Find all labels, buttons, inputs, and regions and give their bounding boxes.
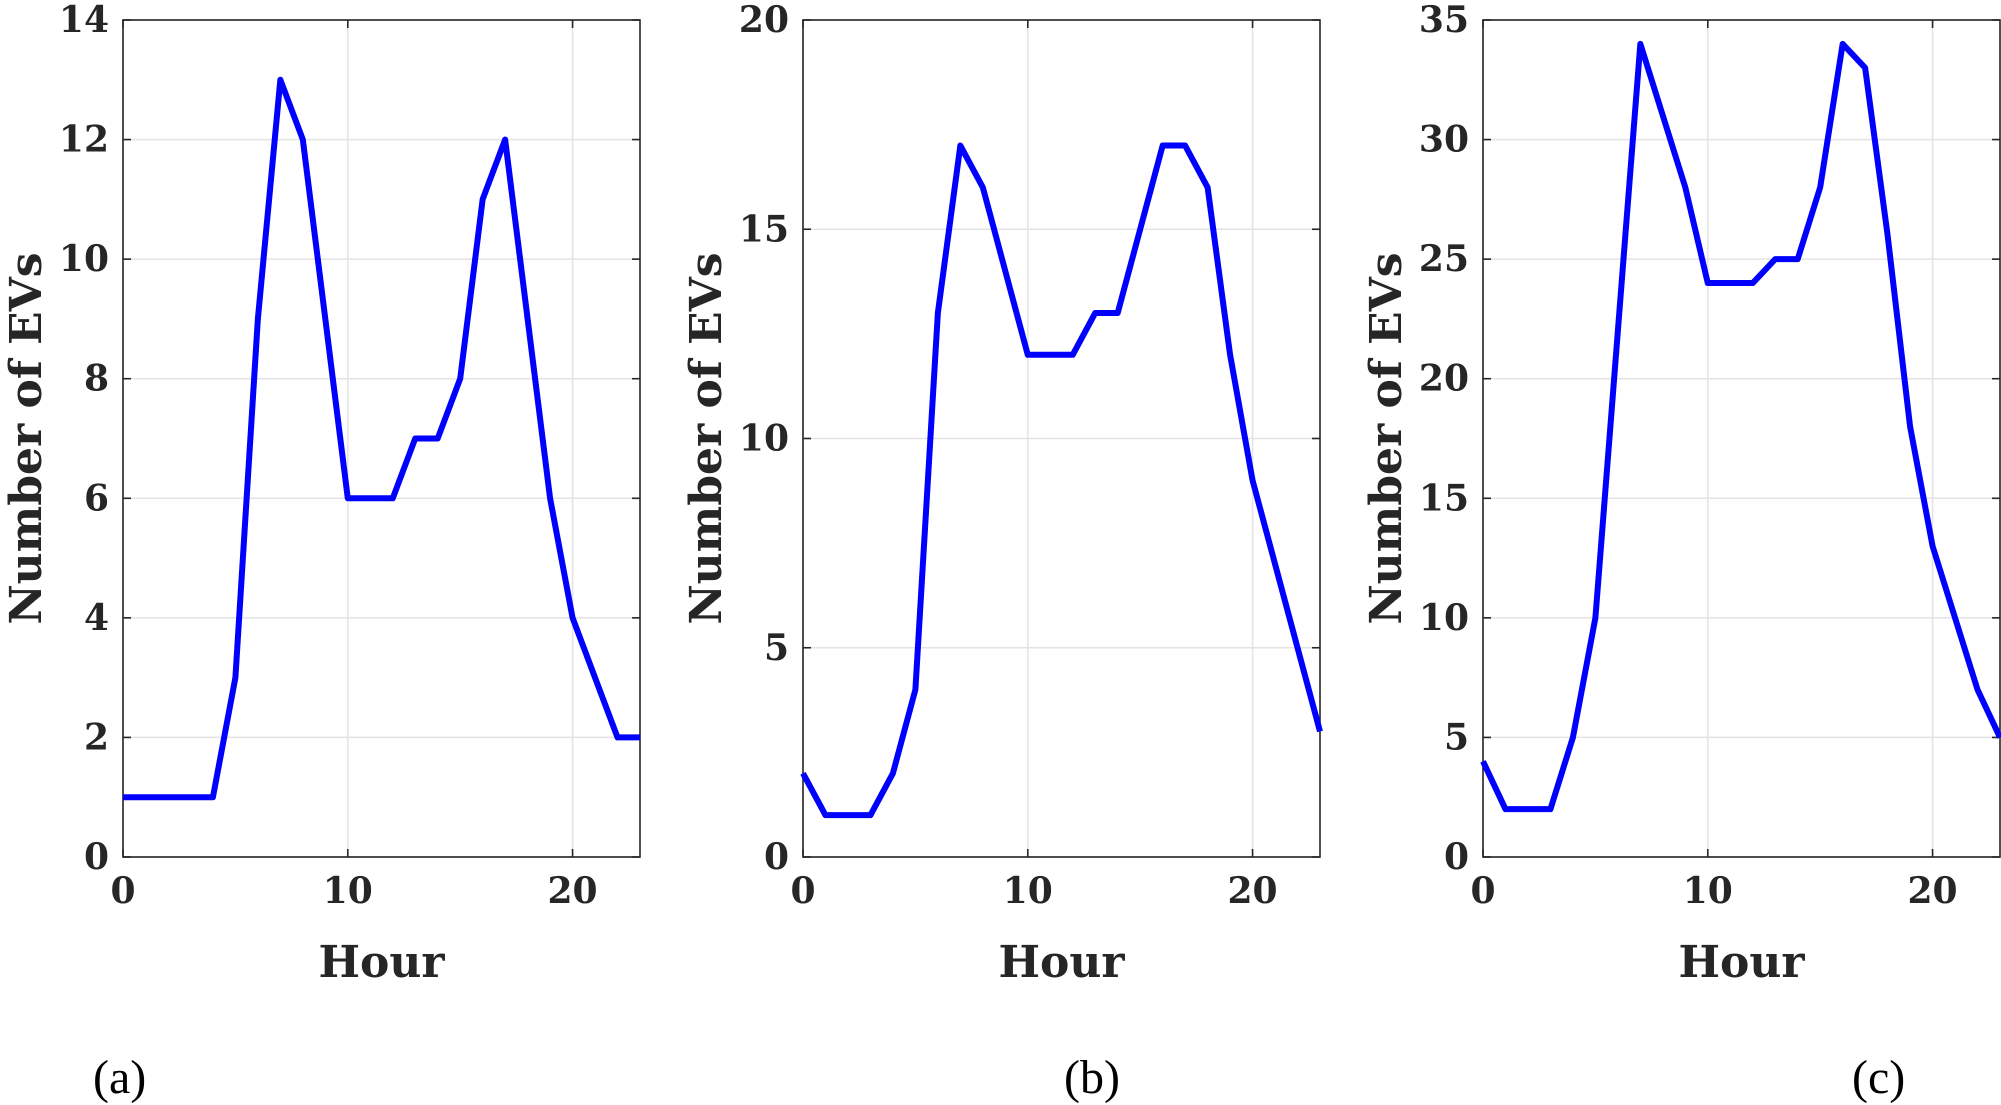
data-point-c-20 bbox=[1930, 543, 1936, 549]
x-axis-label-c: Hour bbox=[1678, 937, 1805, 988]
data-point-c-15 bbox=[1817, 184, 1823, 190]
y-axis-label-c: Number of EVs bbox=[1361, 252, 1412, 624]
plot-area-a bbox=[122, 19, 641, 858]
caption-b: (b) bbox=[1064, 1051, 1120, 1104]
series-line-b bbox=[800, 142, 1323, 819]
data-point-c-17 bbox=[1862, 65, 1868, 71]
y-tick-label-a-1: 2 bbox=[84, 716, 109, 758]
data-point-c-3 bbox=[1547, 806, 1553, 812]
data-point-c-14 bbox=[1795, 256, 1801, 262]
data-point-c-22 bbox=[1975, 687, 1981, 693]
y-tick-label-a-4: 8 bbox=[84, 358, 109, 400]
caption-a: (a) bbox=[93, 1051, 147, 1104]
y-tick-label-b-2: 10 bbox=[739, 418, 789, 460]
data-point-c-2 bbox=[1525, 806, 1531, 812]
x-tick-label-c-0: 0 bbox=[1470, 870, 1495, 912]
y-tick-label-c-4: 20 bbox=[1419, 358, 1469, 400]
y-tick-label-b-3: 15 bbox=[739, 208, 789, 250]
data-point-c-4 bbox=[1570, 734, 1576, 740]
y-tick-label-a-7: 14 bbox=[59, 0, 109, 41]
series-line-c bbox=[1480, 40, 2001, 813]
y-tick-label-a-6: 12 bbox=[59, 119, 109, 161]
x-tick-label-b-0: 0 bbox=[790, 870, 815, 912]
data-point-c-5 bbox=[1592, 615, 1598, 621]
data-point-c-18 bbox=[1885, 232, 1891, 238]
y-tick-label-b-0: 0 bbox=[764, 836, 789, 878]
y-tick-label-c-7: 35 bbox=[1419, 0, 1469, 41]
y-tick-label-b-1: 5 bbox=[764, 627, 789, 669]
data-point-c-16 bbox=[1840, 41, 1846, 47]
series-line-a bbox=[123, 76, 640, 801]
plot-area-c bbox=[1482, 19, 2001, 858]
data-point-c-6 bbox=[1615, 328, 1621, 334]
x-tick-label-a-0: 0 bbox=[110, 870, 135, 912]
y-tick-label-a-5: 10 bbox=[59, 238, 109, 280]
data-point-c-8 bbox=[1660, 113, 1666, 119]
data-point-c-9 bbox=[1682, 184, 1688, 190]
x-tick-label-b-1: 10 bbox=[1003, 870, 1053, 912]
y-axis-label-a: Number of EVs bbox=[1, 252, 52, 624]
x-tick-label-a-1: 10 bbox=[323, 870, 373, 912]
caption-c: (c) bbox=[1852, 1051, 1906, 1104]
y-tick-label-c-5: 25 bbox=[1419, 238, 1469, 280]
data-point-c-1 bbox=[1502, 806, 1508, 812]
data-point-c-7 bbox=[1637, 41, 1643, 47]
y-tick-label-c-0: 0 bbox=[1444, 836, 1469, 878]
y-tick-label-a-2: 4 bbox=[84, 597, 109, 639]
y-tick-label-c-3: 15 bbox=[1419, 477, 1469, 519]
x-tick-label-c-1: 10 bbox=[1683, 870, 1733, 912]
y-tick-label-c-1: 5 bbox=[1444, 716, 1469, 758]
x-tick-label-a-2: 20 bbox=[548, 870, 598, 912]
y-tick-label-a-3: 6 bbox=[84, 477, 109, 519]
data-point-c-10 bbox=[1705, 280, 1711, 286]
data-point-c-11 bbox=[1727, 280, 1733, 286]
data-point-c-13 bbox=[1772, 256, 1778, 262]
y-tick-label-c-2: 10 bbox=[1419, 597, 1469, 639]
y-axis-label-b: Number of EVs bbox=[681, 252, 732, 624]
data-point-c-19 bbox=[1907, 424, 1913, 430]
x-axis-label-a: Hour bbox=[318, 937, 445, 988]
data-point-c-12 bbox=[1750, 280, 1756, 286]
x-tick-label-b-2: 20 bbox=[1228, 870, 1278, 912]
x-axis-label-b: Hour bbox=[998, 937, 1125, 988]
y-tick-label-a-0: 0 bbox=[84, 836, 109, 878]
x-tick-label-c-2: 20 bbox=[1908, 870, 1958, 912]
y-tick-label-c-6: 30 bbox=[1419, 119, 1469, 161]
data-point-c-21 bbox=[1952, 615, 1958, 621]
data-point-c-0 bbox=[1480, 758, 1486, 764]
y-tick-label-b-4: 20 bbox=[739, 0, 789, 41]
